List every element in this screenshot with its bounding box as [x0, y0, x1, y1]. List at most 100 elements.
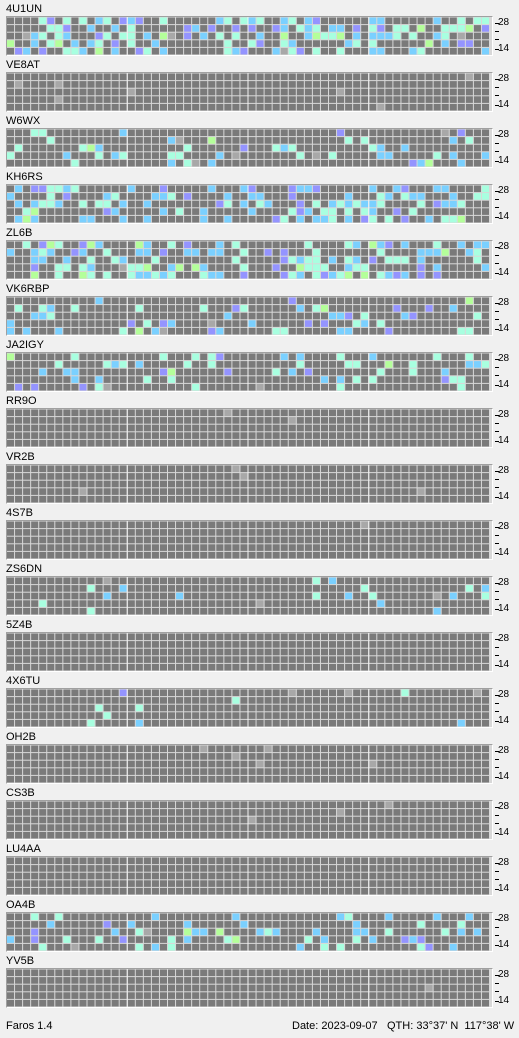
heatmap-cell: [457, 824, 465, 831]
heatmap-cell: [79, 536, 87, 544]
heatmap-cell: [433, 32, 441, 40]
heatmap-cell: [304, 353, 312, 361]
heatmap-cell: [232, 887, 240, 895]
heatmap-cell: [184, 600, 192, 607]
heatmap-cell: [256, 816, 264, 824]
heatmap-cell: [71, 689, 79, 697]
heatmap-cell: [248, 592, 256, 600]
heatmap-cell: [232, 368, 240, 376]
heatmap-cell: [176, 432, 184, 439]
heatmap-cell: [208, 432, 216, 439]
heatmap-cell: [329, 327, 337, 335]
heatmap-cell: [377, 297, 385, 305]
heatmap-cell: [312, 25, 320, 32]
heatmap-cell: [288, 712, 296, 719]
heatmap-cell: [47, 809, 55, 816]
heatmap-cell: [200, 47, 208, 55]
band-label-top: 28: [498, 465, 510, 476]
heatmap-cell: [87, 256, 95, 264]
heatmap-cell: [95, 137, 103, 144]
heatmap-cell: [441, 656, 449, 663]
heatmap-cell: [304, 73, 312, 81]
heatmap-cell: [47, 376, 55, 383]
heatmap-cell: [377, 271, 385, 279]
heatmap-cell: [135, 607, 143, 615]
heatmap-cell: [337, 264, 345, 271]
heatmap-cell: [304, 81, 312, 88]
heatmap-cell: [192, 368, 200, 376]
heatmap-cell: [192, 17, 200, 25]
heatmap-cell: [7, 607, 15, 615]
heatmap-cell: [47, 712, 55, 719]
heatmap-cell: [135, 816, 143, 824]
heatmap-cell: [465, 96, 473, 103]
heatmap-cell: [337, 536, 345, 544]
heatmap-cell: [87, 215, 95, 223]
heatmap-cell: [329, 857, 337, 865]
heatmap-cell: [39, 353, 47, 361]
heatmap-cell: [55, 409, 63, 417]
heatmap-cell: [345, 40, 353, 47]
heatmap-cell: [369, 103, 377, 111]
heatmap-cell: [31, 439, 39, 447]
heatmap-cell: [465, 585, 473, 592]
heatmap-cell: [176, 488, 184, 495]
heatmap-cell: [232, 577, 240, 585]
heatmap-cell: [184, 760, 192, 768]
heatmap-cell: [95, 495, 103, 503]
heatmap-cell: [159, 495, 167, 503]
heatmap-cell: [95, 600, 103, 607]
heatmap-cell: [393, 376, 401, 383]
band-tick: [495, 647, 499, 648]
heatmap-cell: [280, 432, 288, 439]
heatmap-cell: [127, 753, 135, 760]
heatmap-cell: [272, 409, 280, 417]
heatmap-cell: [264, 529, 272, 536]
heatmap-cell: [192, 152, 200, 159]
heatmap-cell: [272, 432, 280, 439]
heatmap-cell: [441, 144, 449, 152]
heatmap-cell: [232, 712, 240, 719]
heatmap-cell: [377, 521, 385, 529]
heatmap-cell: [143, 600, 151, 607]
heatmap-cell: [264, 249, 272, 256]
heatmap-cell: [79, 249, 87, 256]
heatmap-cell: [71, 40, 79, 47]
heatmap-cell: [337, 529, 345, 536]
heatmap-cell: [465, 641, 473, 648]
heatmap-cell: [7, 271, 15, 279]
heatmap-cell: [224, 544, 232, 551]
heatmap-cell: [256, 144, 264, 152]
heatmap-cell: [409, 81, 417, 88]
heatmap-cell: [369, 656, 377, 663]
heatmap-cell: [312, 656, 320, 663]
heatmap-cell: [55, 137, 63, 144]
heatmap-cell: [103, 745, 111, 753]
heatmap-cell: [449, 544, 457, 551]
heatmap-cell: [176, 297, 184, 305]
heatmap-cell: [47, 465, 55, 473]
heatmap-cell: [441, 872, 449, 880]
heatmap-cell: [184, 32, 192, 40]
heatmap-cell: [103, 600, 111, 607]
heatmap-cell: [71, 305, 79, 312]
heatmap-cell: [337, 73, 345, 81]
heatmap-cell: [176, 663, 184, 671]
band-tick: [495, 527, 499, 528]
heatmap-cell: [39, 577, 47, 585]
heatmap-cell: [385, 753, 393, 760]
heatmap-cell: [216, 872, 224, 880]
heatmap-cell: [296, 592, 304, 600]
beacon-panel: VE8AT 28 14: [0, 58, 519, 114]
heatmap-cell: [457, 40, 465, 47]
heatmap-cell: [296, 753, 304, 760]
heatmap-cell: [143, 73, 151, 81]
heatmap-cell: [55, 488, 63, 495]
heatmap-cell: [353, 656, 361, 663]
heatmap-cell: [425, 872, 433, 880]
heatmap-cell: [361, 521, 369, 529]
heatmap-cell: [208, 544, 216, 551]
heatmap-cell: [103, 809, 111, 816]
heatmap-cell: [449, 193, 457, 200]
heatmap-cell: [208, 663, 216, 671]
